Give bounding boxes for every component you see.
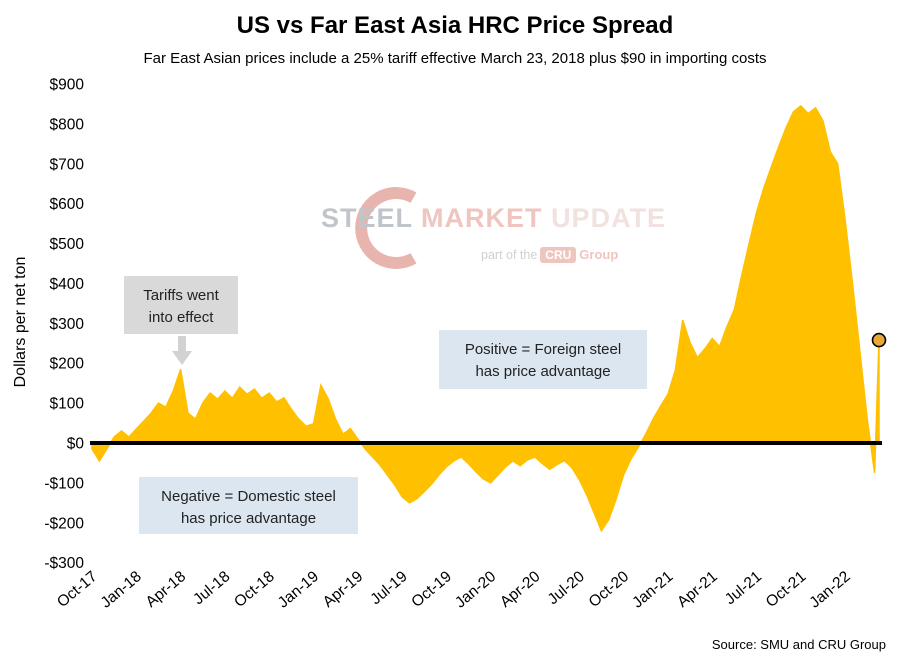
x-tick-label: Oct-18 <box>231 568 278 611</box>
annotation-tariffs: Tariffs went into effect <box>124 276 238 334</box>
annotation-negative-line2: has price advantage <box>180 509 317 527</box>
y-tick-label: $200 <box>50 356 85 373</box>
y-tick-label: $100 <box>50 396 85 413</box>
chart-title: US vs Far East Asia HRC Price Spread <box>236 12 674 39</box>
spread-area <box>91 104 880 533</box>
y-tick-label: $700 <box>50 156 85 173</box>
x-tick-label: Jan-19 <box>275 568 322 611</box>
x-tick-label: Jul-20 <box>545 568 589 608</box>
y-tick-label: $800 <box>50 116 85 133</box>
x-tick-label: Oct-17 <box>54 568 101 611</box>
annotation-negative: Negative = Domestic steel has price adva… <box>139 477 358 534</box>
down-arrow-icon <box>172 336 192 365</box>
annotation-tariffs-line2: into effect <box>148 308 214 326</box>
x-tick-label: Jan-21 <box>629 568 676 611</box>
y-tick-label: -$100 <box>44 475 84 492</box>
x-tick-label: Jul-19 <box>367 568 410 608</box>
x-tick-label: Jan-20 <box>452 568 500 612</box>
y-tick-label: $600 <box>50 196 85 213</box>
annotation-positive-line2: has price advantage <box>475 362 611 380</box>
x-tick-label: Apr-19 <box>320 568 367 611</box>
x-tick-label: Jan-22 <box>806 568 853 611</box>
x-tick-label: Jul-18 <box>190 568 233 608</box>
x-tick-label: Apr-21 <box>674 568 721 611</box>
source-note: Source: SMU and CRU Group <box>711 637 886 652</box>
annotation-positive: Positive = Foreign steel has price advan… <box>439 330 647 389</box>
x-tick-label: Oct-21 <box>763 568 810 611</box>
x-tick-label: Jul-21 <box>722 568 765 608</box>
y-tick-label: -$200 <box>44 515 84 532</box>
annotation-tariffs-line1: Tariffs went <box>143 287 219 304</box>
y-tick-label: $900 <box>50 77 85 94</box>
y-tick-label: $500 <box>50 236 85 253</box>
y-tick-label: $0 <box>67 436 85 453</box>
x-tick-label: Jan-18 <box>98 568 145 611</box>
annotation-negative-line1: Negative = Domestic steel <box>161 488 336 505</box>
y-tick-label: $400 <box>50 276 85 293</box>
latest-point-marker <box>871 332 887 348</box>
x-tick-label: Apr-20 <box>497 568 544 611</box>
y-tick-label: $300 <box>50 316 85 333</box>
x-tick-label: Apr-18 <box>143 568 190 611</box>
annotation-positive-line1: Positive = Foreign steel <box>464 341 622 358</box>
x-tick-label: Oct-19 <box>408 568 455 611</box>
y-tick-label: -$300 <box>44 555 84 572</box>
chart-subtitle: Far East Asian prices include a 25% tari… <box>143 50 767 67</box>
x-tick-label: Oct-20 <box>586 568 633 611</box>
